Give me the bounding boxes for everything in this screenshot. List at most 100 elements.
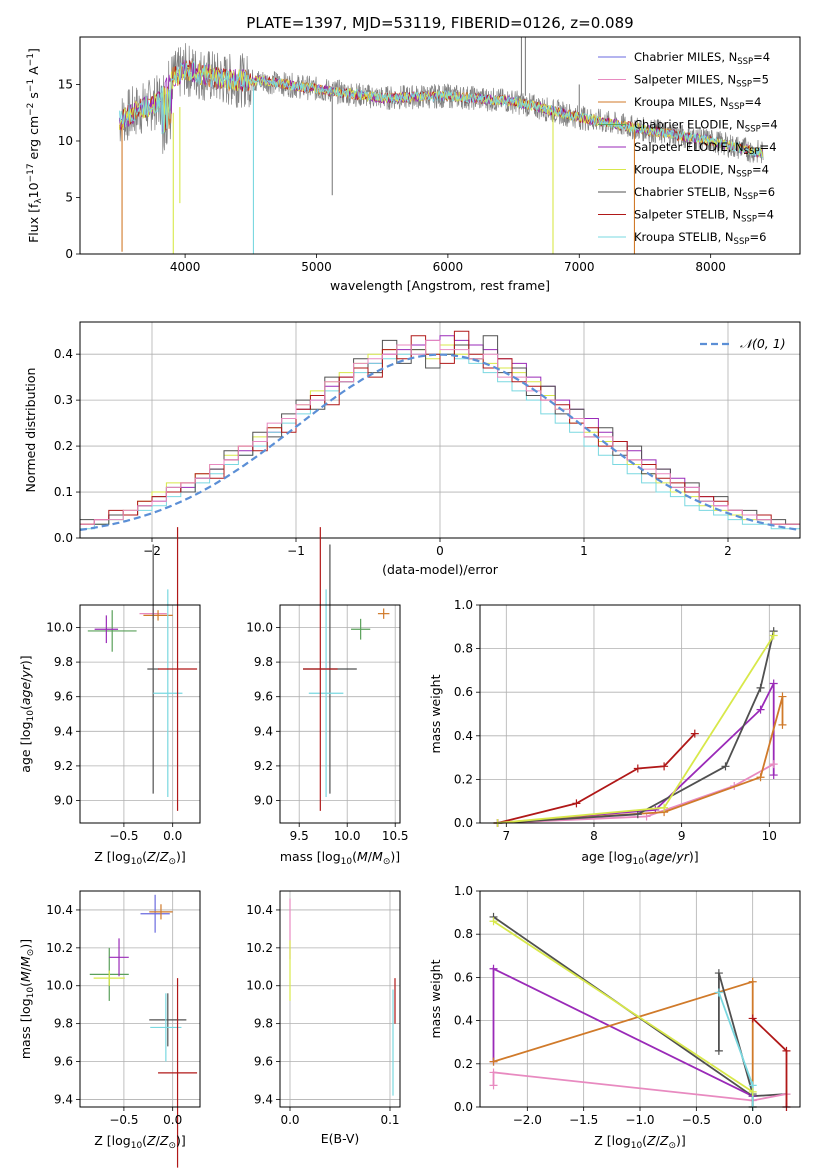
weight-marker: [782, 1046, 791, 1055]
y-tick-label: 10.2: [246, 941, 273, 955]
x-tick-label: −2.0: [513, 1113, 542, 1127]
y-tick-label: 10.2: [46, 941, 73, 955]
y-tick-label: 9.8: [254, 1017, 273, 1031]
y-axis-label: Normed distribution: [23, 368, 38, 493]
x-axis-label: Z [log10(Z/Z⊙)]: [594, 1133, 686, 1151]
y-tick-label: 9.0: [254, 794, 273, 808]
legend-entry: 𝒩(0, 1): [740, 336, 786, 351]
weight-marker: [489, 1068, 498, 1077]
legend-entry: Kroupa MILES, NSSP=4: [634, 95, 761, 112]
axes-frame: [279, 604, 401, 824]
x-tick-label: 10.0: [334, 829, 361, 843]
legend-entry: Salpeter ELODIE, NSSP=4: [634, 140, 777, 157]
y-tick-label: 9.8: [54, 655, 73, 669]
y-axis-label: mass weight: [428, 959, 443, 1038]
weight-marker: [769, 679, 778, 688]
panel-6: −0.5 0.0 9.4 9.6 9.8 10.0 10.2 10.4 Z [log10(Z/Z…: [18, 890, 201, 1168]
x-tick-label: 7000: [564, 260, 595, 274]
x-tick-label: −1.5: [569, 1113, 598, 1127]
x-axis-label: (data-model)/error: [382, 562, 499, 577]
x-tick-label: 7: [502, 829, 510, 843]
x-tick-label: 10.5: [382, 829, 409, 843]
legend-entry: Chabrier MILES, NSSP=4: [634, 50, 770, 67]
x-tick-label: 6000: [433, 260, 464, 274]
spectrum-plot-area: [119, 37, 764, 254]
x-tick-label: 0.0: [743, 1113, 762, 1127]
x-axis-label: wavelength [Angstrom, rest frame]: [330, 278, 550, 293]
y-tick-label: 9.6: [54, 1055, 73, 1069]
axes-frame: [79, 890, 201, 1108]
histogram-series-6: [80, 339, 800, 525]
weight-marker: [660, 803, 669, 812]
axes-frame: [279, 890, 401, 1108]
weight-marker: [756, 773, 765, 782]
x-tick-label: 8: [590, 829, 598, 843]
panel-2: −2 −1 0 1 2 0.0 0.1 0.2 0.3 0.4 (data-model)/error…: [23, 321, 801, 577]
y-tick-label: 10.0: [46, 979, 73, 993]
weight-marker: [489, 1081, 498, 1090]
y-axis-label: age [log10(age/yr)]: [18, 655, 36, 772]
x-tick-label: 1: [580, 544, 588, 558]
y-tick-label: 9.4: [254, 1092, 273, 1106]
y-tick-label: 10.4: [46, 903, 73, 917]
x-tick-label: −0.5: [109, 1113, 138, 1127]
legend-entry: Kroupa ELODIE, NSSP=4: [634, 163, 769, 180]
y-tick-label: 9.4: [254, 724, 273, 738]
y-tick-label: 9.4: [54, 724, 73, 738]
y-tick-label: 9.6: [54, 690, 73, 704]
axes-frame: [79, 604, 201, 824]
weight-marker: [721, 762, 730, 771]
axes-frame: [479, 604, 801, 824]
y-tick-label: 0.3: [54, 393, 73, 407]
y-tick-label: 0.6: [454, 970, 473, 984]
weight-line-6: [497, 635, 775, 824]
y-tick-label: 0.1: [54, 485, 73, 499]
weight-marker: [633, 810, 642, 819]
y-tick-label: 0.0: [454, 1100, 473, 1114]
weight-marker: [756, 705, 765, 714]
weight-marker: [660, 762, 669, 771]
weight-marker: [572, 799, 581, 808]
y-tick-label: 0.2: [454, 1057, 473, 1071]
x-tick-label: 0: [436, 544, 444, 558]
x-axis-label: age [log10(age/yr)]: [581, 849, 698, 867]
legend-entry: Salpeter MILES, NSSP=5: [634, 73, 769, 90]
panel-7: 0.0 0.1 9.4 9.6 9.8 10.0 10.2 10.4 E(B-V): [246, 890, 401, 1146]
weight-marker: [748, 1087, 757, 1096]
y-tick-label: 0.0: [54, 531, 73, 545]
y-tick-label: 0.8: [454, 927, 473, 941]
panel-1: 4000 5000 6000 7000 8000 0 5 10 15 wavelength [An…: [26, 36, 801, 293]
y-tick-label: 15: [58, 77, 73, 91]
weight-marker: [489, 917, 498, 926]
y-tick-label: 0.4: [54, 347, 73, 361]
weight-line-6: [718, 992, 754, 1107]
panel-8: −2.0 −1.5 −1.0 −0.5 0.0 0.0 0.2 0.4 0.6 0.8 1.0 Z […: [428, 884, 801, 1151]
x-axis-label: E(B-V): [321, 1131, 360, 1146]
x-tick-label: 9: [678, 829, 686, 843]
legend-entry: Salpeter STELIB, NSSP=4: [634, 208, 774, 225]
legend-entry: Chabrier STELIB, NSSP=6: [634, 185, 775, 202]
figure-title: PLATE=1397, MJD=53119, FIBERID=0126, z=0…: [246, 14, 633, 32]
data-spectrum: [119, 43, 764, 164]
weight-marker: [769, 760, 778, 769]
y-tick-label: 9.0: [54, 794, 73, 808]
x-tick-label: −1.0: [625, 1113, 654, 1127]
y-tick-label: 0.2: [454, 772, 473, 786]
weight-marker: [633, 764, 642, 773]
weight-marker: [748, 977, 757, 986]
y-tick-label: 10.0: [246, 620, 273, 634]
legend-entry: Chabrier ELODIE, NSSP=4: [634, 118, 778, 135]
y-tick-label: 0.2: [54, 439, 73, 453]
y-tick-label: 10.0: [46, 620, 73, 634]
y-tick-label: 0.6: [454, 685, 473, 699]
y-tick-label: 9.6: [254, 690, 273, 704]
weight-marker: [769, 771, 778, 780]
x-tick-label: 0.1: [380, 1113, 399, 1127]
weight-marker: [714, 988, 723, 997]
x-tick-label: 4000: [170, 260, 201, 274]
y-tick-label: 0.4: [454, 729, 473, 743]
y-axis-label: mass [log10(M/M⊙)]: [18, 939, 36, 1059]
model-spectrum-5: [119, 60, 763, 158]
y-tick-label: 1.0: [454, 598, 473, 612]
weight-marker: [489, 1057, 498, 1066]
